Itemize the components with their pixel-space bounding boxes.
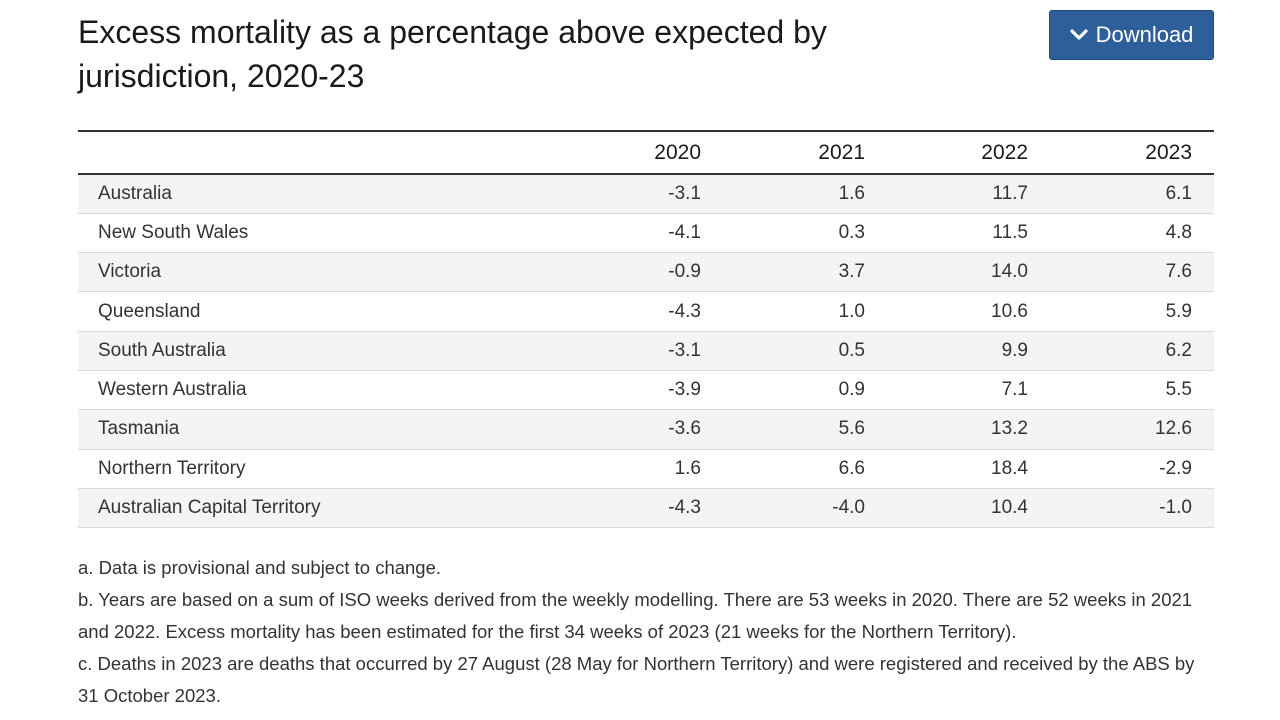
mortality-table: 2020 2021 2022 2023 Australia -3.1 1.6 11.7… bbox=[78, 130, 1214, 529]
jurisdiction-cell: New South Wales bbox=[78, 213, 487, 254]
column-header: 2023 bbox=[1050, 130, 1214, 175]
table-row: Australia -3.1 1.6 11.7 6.1 bbox=[78, 174, 1214, 214]
value-cell: 4.8 bbox=[1050, 213, 1214, 254]
value-cell: 12.6 bbox=[1050, 409, 1214, 450]
value-cell: -4.3 bbox=[487, 291, 723, 332]
value-cell: 0.9 bbox=[723, 370, 887, 411]
value-cell: 0.5 bbox=[723, 331, 887, 371]
value-cell: -3.1 bbox=[487, 331, 723, 371]
value-cell: 13.2 bbox=[887, 409, 1050, 450]
page-title: Excess mortality as a percentage above e… bbox=[78, 14, 827, 94]
table-row: Western Australia -3.9 0.9 7.1 5.5 bbox=[78, 370, 1214, 411]
jurisdiction-cell: Australia bbox=[78, 174, 487, 214]
value-cell: 7.1 bbox=[887, 370, 1050, 411]
jurisdiction-cell: Northern Territory bbox=[78, 449, 487, 489]
footnote: c. Deaths in 2023 are deaths that occurr… bbox=[78, 653, 1195, 706]
table-header-row: 2020 2021 2022 2023 bbox=[78, 130, 1214, 175]
value-cell: -4.1 bbox=[487, 213, 723, 254]
value-cell: -3.6 bbox=[487, 409, 723, 450]
value-cell: 0.3 bbox=[723, 213, 887, 254]
jurisdiction-cell: Australian Capital Territory bbox=[78, 488, 487, 529]
value-cell: 5.5 bbox=[1050, 370, 1214, 411]
jurisdiction-cell: South Australia bbox=[78, 331, 487, 371]
table-row: Victoria -0.9 3.7 14.0 7.6 bbox=[78, 252, 1214, 293]
value-cell: 6.6 bbox=[723, 449, 887, 489]
value-cell: 6.2 bbox=[1050, 331, 1214, 371]
value-cell: 11.7 bbox=[887, 174, 1050, 214]
value-cell: 6.1 bbox=[1050, 174, 1214, 214]
column-header: 2022 bbox=[887, 130, 1050, 175]
jurisdiction-cell: Tasmania bbox=[78, 409, 487, 450]
value-cell: 5.6 bbox=[723, 409, 887, 450]
column-header: 2021 bbox=[723, 130, 887, 175]
value-cell: -0.9 bbox=[487, 252, 723, 293]
jurisdiction-cell: Victoria bbox=[78, 252, 487, 293]
value-cell: 1.6 bbox=[723, 174, 887, 214]
jurisdiction-cell: Queensland bbox=[78, 291, 487, 332]
table-row: Tasmania -3.6 5.6 13.2 12.6 bbox=[78, 409, 1214, 450]
value-cell: -4.3 bbox=[487, 488, 723, 529]
value-cell: -3.1 bbox=[487, 174, 723, 214]
column-header: 2020 bbox=[487, 130, 723, 175]
download-label: Download bbox=[1095, 22, 1194, 47]
value-cell: 1.6 bbox=[487, 449, 723, 489]
table-row: Queensland -4.3 1.0 10.6 5.9 bbox=[78, 291, 1214, 332]
download-button[interactable]: Download bbox=[1049, 10, 1214, 60]
value-cell: -3.9 bbox=[487, 370, 723, 411]
value-cell: 18.4 bbox=[887, 449, 1050, 489]
footnote: b. Years are based on a sum of ISO weeks… bbox=[78, 589, 1193, 642]
value-cell: -2.9 bbox=[1050, 449, 1214, 489]
value-cell: 11.5 bbox=[887, 213, 1050, 254]
value-cell: 14.0 bbox=[887, 252, 1050, 293]
value-cell: -4.0 bbox=[723, 488, 887, 529]
table-row: Northern Territory 1.6 6.6 18.4 -2.9 bbox=[78, 449, 1214, 489]
value-cell: 7.6 bbox=[1050, 252, 1214, 293]
value-cell: 5.9 bbox=[1050, 291, 1214, 332]
footnote: a. Data is provisional and subject to ch… bbox=[78, 557, 442, 578]
value-cell: 3.7 bbox=[723, 252, 887, 293]
value-cell: 10.6 bbox=[887, 291, 1050, 332]
column-header bbox=[78, 130, 487, 175]
table-row: New South Wales -4.1 0.3 11.5 4.8 bbox=[78, 213, 1214, 254]
value-cell: 1.0 bbox=[723, 291, 887, 332]
chevron-down-icon bbox=[1069, 28, 1088, 42]
footnotes: a. Data is provisional and subject to ch… bbox=[78, 552, 1218, 712]
table-row: Australian Capital Territory -4.3 -4.0 10.4… bbox=[78, 488, 1214, 529]
table-row: South Australia -3.1 0.5 9.9 6.2 bbox=[78, 331, 1214, 371]
value-cell: 10.4 bbox=[887, 488, 1050, 529]
value-cell: 9.9 bbox=[887, 331, 1050, 371]
value-cell: -1.0 bbox=[1050, 488, 1214, 529]
jurisdiction-cell: Western Australia bbox=[78, 370, 487, 411]
